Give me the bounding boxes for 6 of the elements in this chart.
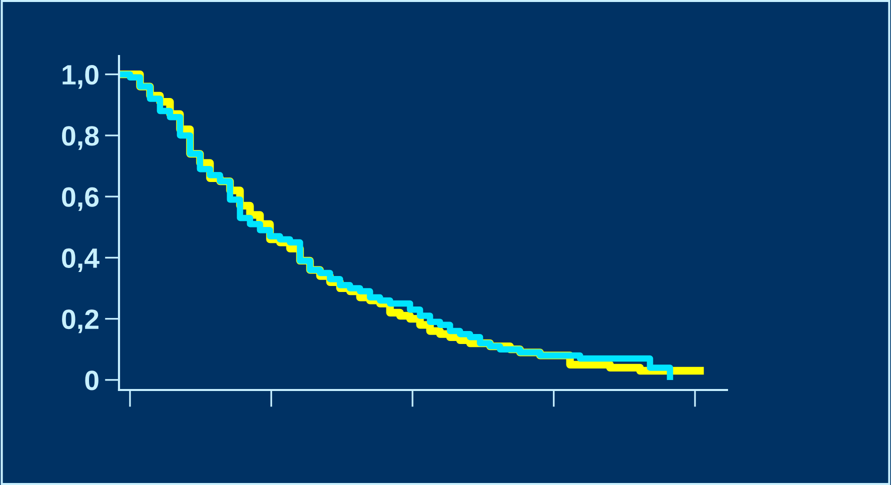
y-tick-label: 0,2 (62, 309, 98, 334)
y-tick-label: 0,8 (62, 126, 99, 150)
y-tick-label: 1,0 (62, 65, 98, 89)
y-tick-label: 0 (85, 370, 98, 390)
y-tick-label: 0,4 (62, 248, 100, 272)
y-tick-label: 0,6 (62, 187, 99, 211)
